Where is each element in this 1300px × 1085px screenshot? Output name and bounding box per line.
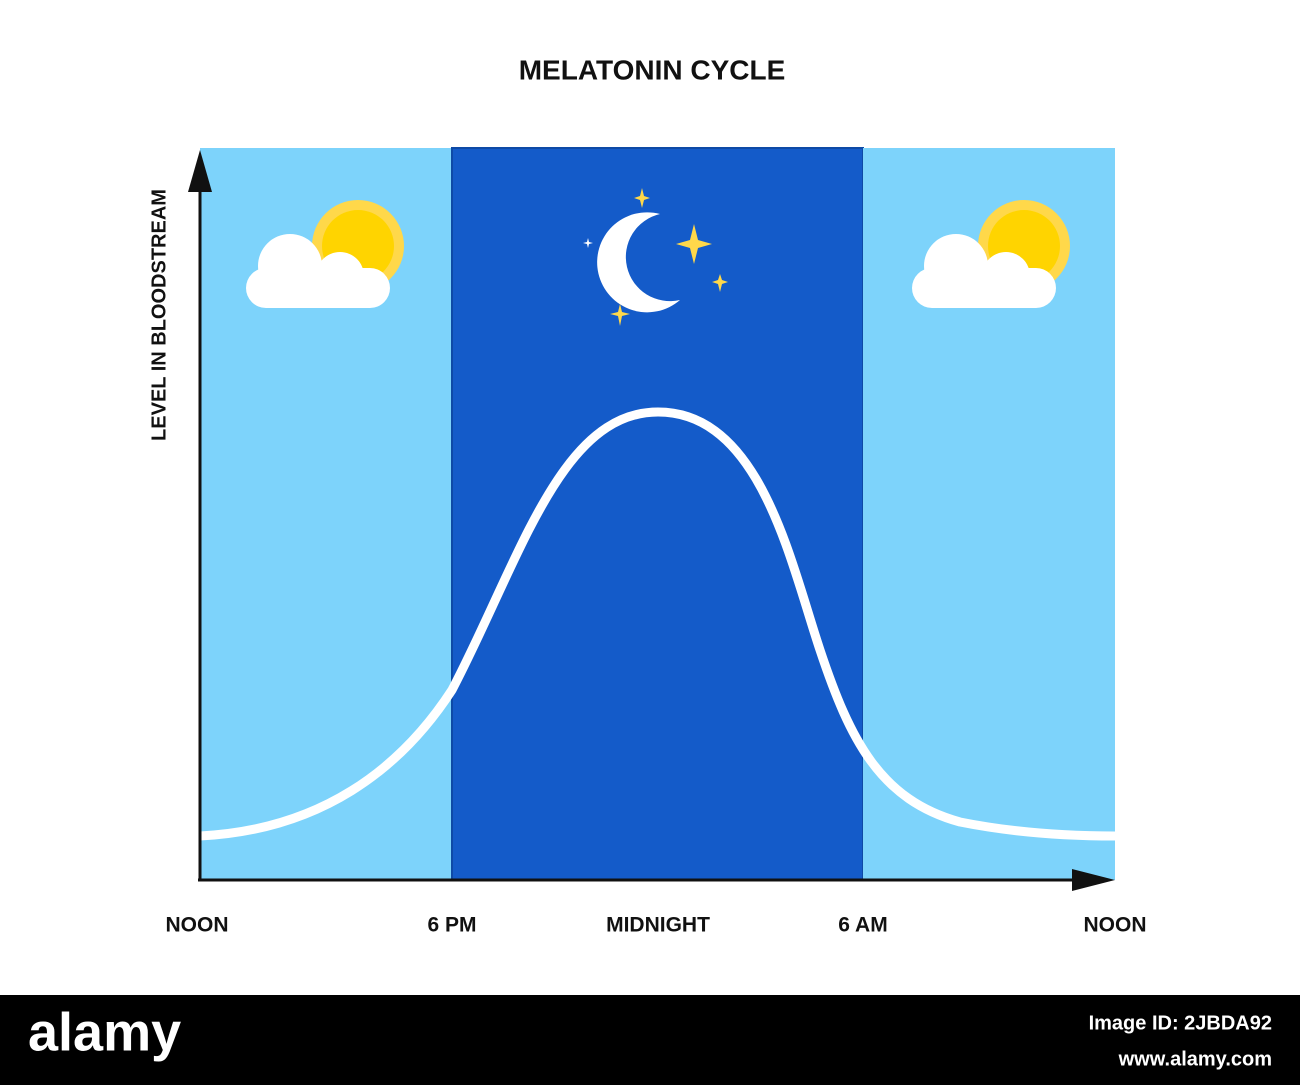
title: MELATONIN CYCLE [519,54,786,85]
moon-icon [583,188,728,326]
night-band [451,147,864,881]
x-label: MIDNIGHT [606,914,710,937]
y-axis-label: LEVEL IN BLOODSTREAM [148,189,170,441]
y-arrow [188,150,212,192]
sun-cloud-icon [912,200,1070,308]
sun-cloud-icon [246,200,404,308]
footer-brand: alamy [28,1002,181,1062]
footer-bar [0,995,1300,1085]
x-label: NOON [1084,914,1147,937]
x-label: NOON [166,914,229,937]
footer-image-id: Image ID: 2JBDA92 [1089,1012,1272,1034]
x-label: 6 AM [838,914,887,937]
melatonin-curve [199,407,1116,841]
footer-website: www.alamy.com [1118,1048,1272,1070]
x-label: 6 PM [427,914,476,937]
x-arrow [1072,869,1115,891]
